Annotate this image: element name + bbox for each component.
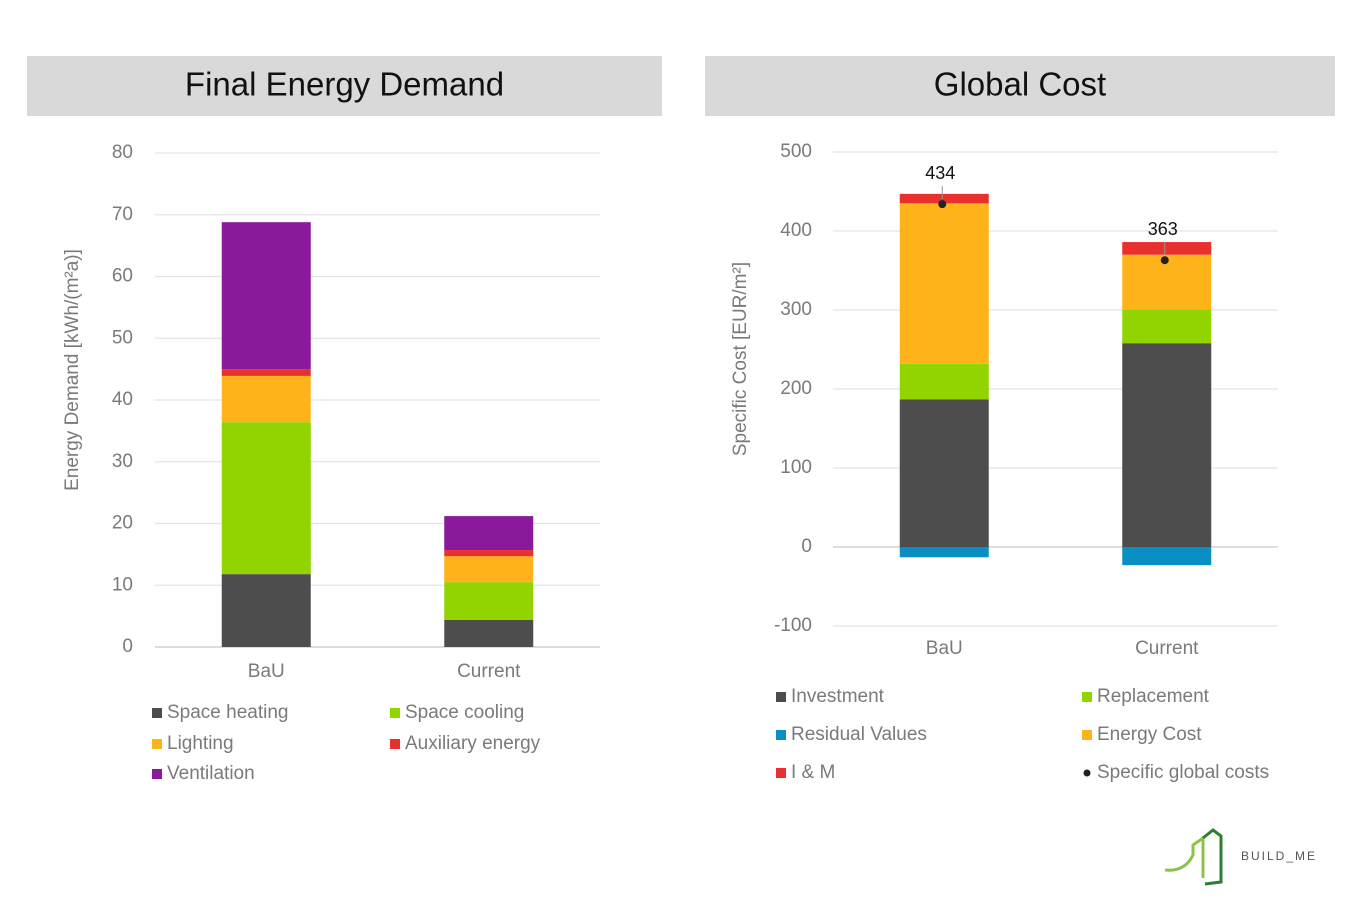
legend-label: Specific global costs: [1097, 762, 1269, 783]
legend-label: Space cooling: [405, 702, 524, 723]
bar-segment: [899, 363, 989, 400]
bar-segment: [221, 422, 311, 575]
bar-segment: [899, 399, 989, 547]
y-tick-label: 10: [112, 574, 133, 595]
point: [1160, 256, 1169, 265]
bar-segment: [1122, 547, 1212, 566]
x-tick-label: Current: [457, 661, 521, 682]
y-axis-title: Specific Cost [EUR/m²]: [730, 262, 751, 456]
x-tick-label: BaU: [926, 638, 963, 659]
bar-segment: [221, 375, 311, 423]
x-tick-label: Current: [1135, 638, 1199, 659]
legend-label: Residual Values: [791, 724, 927, 745]
legend-marker: [776, 730, 786, 740]
legend-label: Auxiliary energy: [405, 733, 541, 754]
legend-marker: [1082, 692, 1092, 702]
legend-label: Space heating: [167, 702, 289, 723]
legend-marker: [1082, 730, 1092, 740]
logo-icon: [1164, 835, 1205, 878]
y-tick-label: 30: [112, 451, 133, 472]
legend-label: Replacement: [1097, 686, 1210, 707]
point: [938, 200, 947, 209]
legend-marker: [776, 768, 786, 778]
chart-title: Final Energy Demand: [185, 66, 504, 103]
bar-segment: [444, 619, 534, 647]
y-tick-label: 80: [112, 142, 133, 163]
title-bar: [27, 56, 662, 116]
data-label: 434: [925, 163, 955, 183]
bar-segment: [899, 547, 989, 558]
bar-segment: [221, 574, 311, 647]
y-tick-label: -100: [774, 615, 812, 636]
y-tick-label: 20: [112, 513, 133, 534]
chart-title: Global Cost: [934, 66, 1106, 103]
legend-label: Ventilation: [167, 763, 255, 784]
bar-segment: [221, 222, 311, 370]
y-tick-label: 500: [780, 141, 812, 162]
legend-label: Energy Cost: [1097, 724, 1202, 745]
y-tick-label: 300: [780, 299, 812, 320]
legend-marker: [776, 692, 786, 702]
legend-label: Lighting: [167, 733, 234, 754]
title-bar: [705, 56, 1335, 116]
y-axis-title: Energy Demand [kWh/(m²a)]: [62, 249, 83, 491]
legend-marker: [390, 739, 400, 749]
data-label: 363: [1148, 219, 1178, 239]
y-tick-label: 60: [112, 266, 133, 287]
y-tick-label: 50: [112, 327, 133, 348]
legend-label: Investment: [791, 686, 885, 707]
x-tick-label: BaU: [248, 661, 285, 682]
y-tick-label: 400: [780, 220, 812, 241]
y-tick-label: 0: [801, 536, 812, 557]
y-tick-label: 40: [112, 389, 133, 410]
bar-segment: [1122, 242, 1212, 255]
bar-segment: [444, 556, 534, 583]
legend-marker: [152, 739, 162, 749]
bar-segment: [1122, 343, 1212, 547]
logo: BUILD_ME: [1164, 828, 1317, 886]
y-tick-label: 100: [780, 457, 812, 478]
legend-marker: [390, 708, 400, 718]
y-tick-label: 0: [122, 636, 133, 657]
bar-segment: [1122, 309, 1212, 344]
logo-icon: [1202, 828, 1223, 886]
legend-marker: [152, 769, 162, 779]
y-tick-label: 70: [112, 204, 133, 225]
bar-segment: [1122, 254, 1212, 310]
logo-text: BUILD_ME: [1241, 849, 1317, 863]
legend-marker: [1083, 769, 1091, 777]
bar-segment: [899, 193, 989, 204]
bar-segment: [444, 550, 534, 557]
y-tick-label: 200: [780, 378, 812, 399]
bar-segment: [444, 582, 534, 620]
legend-marker: [152, 708, 162, 718]
legend-label: I & M: [791, 762, 835, 783]
bar-segment: [221, 369, 311, 376]
bar-segment: [444, 516, 534, 551]
bar-segment: [899, 203, 989, 364]
